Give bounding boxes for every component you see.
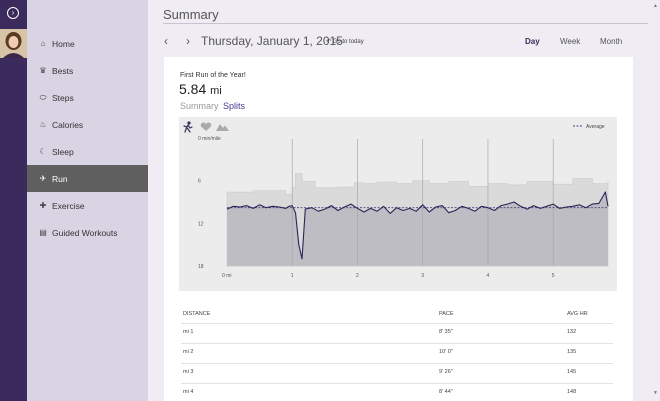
y-tick-label: 12 xyxy=(198,221,204,227)
y-tick-label: 18 xyxy=(198,264,204,270)
cell-avg-hr: 145 xyxy=(567,369,577,375)
distance-unit: mi xyxy=(210,85,222,97)
main-content: Summary ‹ › Thursday, January 1, 2015 ↶ … xyxy=(148,0,660,401)
x-tick-label: 3 xyxy=(421,273,424,279)
run-subtabs: Summary Splits xyxy=(180,101,245,111)
x-tick-label: 5 xyxy=(552,273,555,279)
cell-pace: 10' 0" xyxy=(439,349,453,355)
x-tick-label: 2 xyxy=(356,273,359,279)
pace-series-line xyxy=(226,191,609,260)
x-tick-label: 1 xyxy=(291,273,294,279)
table-row: mi 1 8' 35" 132 xyxy=(181,329,613,343)
pace-toggle-runner-icon[interactable] xyxy=(183,121,193,133)
cell-pace: 8' 35" xyxy=(439,329,453,335)
sidebar-item-exercise[interactable]: ✚ Exercise xyxy=(27,192,148,219)
moon-icon: ☾ xyxy=(39,147,47,156)
cell-distance: mi 3 xyxy=(183,369,194,375)
back-arrow-icon: ↶ xyxy=(326,39,332,45)
chart-legend: Average xyxy=(573,124,605,130)
pace-chart: Average 0 min/mile 6 12 18 0 mi 1 2 3 4 5 xyxy=(179,117,617,291)
trophy-icon: ♛ xyxy=(39,66,47,75)
sidebar-item-label: Steps xyxy=(52,92,74,103)
sidebar-item-steps[interactable]: ⬭ Steps xyxy=(27,84,148,111)
pace-area xyxy=(227,192,608,266)
column-header-pace: PACE xyxy=(439,311,454,317)
sidebar-item-label: Guided Workouts xyxy=(52,227,118,238)
table-row: mi 2 10' 0" 135 xyxy=(181,349,613,363)
runner-icon: ✈ xyxy=(39,174,47,183)
cell-pace: 8' 44" xyxy=(439,389,453,395)
cell-distance: mi 4 xyxy=(183,389,194,395)
sidebar: ⌂ Home ♛ Bests ⬭ Steps ♨ Calories ☾ Sleep ✈ Run ✚ Exe… xyxy=(27,0,148,401)
y-tick-label: 0 min/mile xyxy=(198,136,221,142)
page-title: Summary xyxy=(163,7,219,22)
subtab-summary[interactable]: Summary xyxy=(180,101,219,111)
app-rail: › xyxy=(0,0,27,401)
previous-day-chevron-icon[interactable]: ‹ xyxy=(164,34,168,48)
y-tick-label: 6 xyxy=(198,179,201,185)
footsteps-icon: ⬭ xyxy=(39,92,47,102)
x-tick-label: 4 xyxy=(486,273,489,279)
cell-pace: 9' 26" xyxy=(439,369,453,375)
run-name: First Run of the Year! xyxy=(180,72,246,79)
table-row: mi 3 9' 26" 145 xyxy=(181,369,613,383)
current-date: Thursday, January 1, 2015 xyxy=(201,34,343,48)
go-to-today-label: Go to today xyxy=(332,39,364,45)
header-divider xyxy=(181,323,613,324)
tab-day[interactable]: Day xyxy=(525,37,540,46)
subtab-splits[interactable]: Splits xyxy=(223,101,246,111)
cell-distance: mi 2 xyxy=(183,349,194,355)
sidebar-item-label: Calories xyxy=(52,119,84,130)
clipboard-icon: ▤ xyxy=(39,228,47,237)
avatar[interactable] xyxy=(0,29,27,58)
column-header-avg-hr: AVG HR xyxy=(567,311,588,317)
sidebar-item-label: Home xyxy=(52,38,75,49)
scroll-up-arrow-icon[interactable]: ▲ xyxy=(653,3,658,9)
sidebar-item-label: Sleep xyxy=(52,146,74,157)
cell-distance: mi 1 xyxy=(183,329,194,335)
go-to-today-link[interactable]: ↶ Go to today xyxy=(326,38,364,45)
tab-month[interactable]: Month xyxy=(600,37,623,46)
cell-avg-hr: 132 xyxy=(567,329,577,335)
row-divider xyxy=(181,343,613,344)
sidebar-item-label: Exercise xyxy=(52,200,85,211)
elevation-toggle-mountain-icon[interactable] xyxy=(216,124,229,131)
row-divider xyxy=(181,383,613,384)
sidebar-item-sleep[interactable]: ☾ Sleep xyxy=(27,138,148,165)
dumbbell-icon: ✚ xyxy=(39,201,47,210)
sidebar-item-label: Bests xyxy=(52,65,74,76)
scroll-down-arrow-icon[interactable]: ▼ xyxy=(653,390,658,396)
sidebar-item-label: Run xyxy=(52,173,68,184)
cell-avg-hr: 148 xyxy=(567,389,577,395)
column-header-distance: DISTANCE xyxy=(183,311,211,317)
table-row: mi 4 8' 44" 148 xyxy=(181,389,613,401)
expand-arrow-icon[interactable]: › xyxy=(7,7,19,19)
sidebar-item-bests[interactable]: ♛ Bests xyxy=(27,57,148,84)
next-day-chevron-icon[interactable]: › xyxy=(186,34,190,48)
sidebar-item-run[interactable]: ✈ Run xyxy=(27,165,148,192)
home-icon: ⌂ xyxy=(40,39,46,48)
flame-icon: ♨ xyxy=(39,120,47,129)
tab-week[interactable]: Week xyxy=(560,37,581,46)
heart-rate-toggle-heart-icon[interactable] xyxy=(200,122,212,131)
run-card: First Run of the Year! 5.84 mi Summary S… xyxy=(164,57,633,401)
sidebar-item-guided-workouts[interactable]: ▤ Guided Workouts xyxy=(27,219,148,246)
cell-avg-hr: 135 xyxy=(567,349,577,355)
row-divider xyxy=(181,363,613,364)
sidebar-item-calories[interactable]: ♨ Calories xyxy=(27,111,148,138)
distance-value: 5.84 xyxy=(179,81,207,97)
title-divider xyxy=(163,23,648,24)
legend-label-average: Average xyxy=(586,124,605,130)
sidebar-item-home[interactable]: ⌂ Home xyxy=(27,30,148,57)
x-tick-label: 0 mi xyxy=(222,273,231,279)
run-distance: 5.84 mi xyxy=(179,81,222,97)
